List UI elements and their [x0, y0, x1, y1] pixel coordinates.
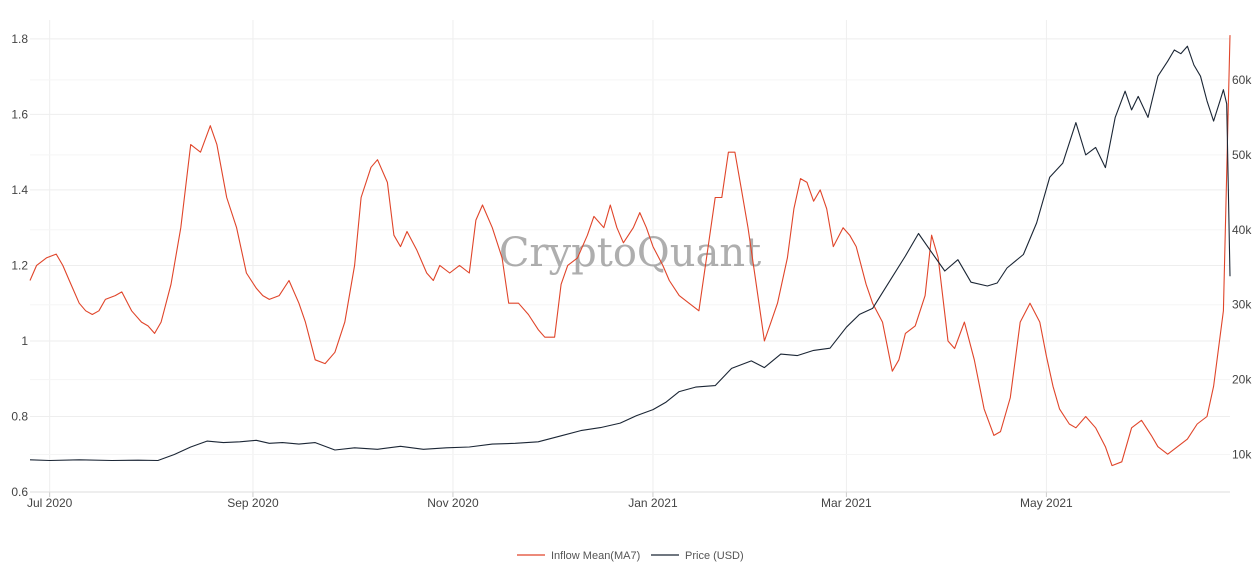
series-line-0 — [29, 35, 1231, 467]
x-tick-label: Jan 2021 — [628, 496, 678, 510]
watermark: CryptoQuant — [499, 230, 761, 276]
legend[interactable]: Inflow Mean(MA7) Price (USD) — [517, 550, 744, 562]
grid — [30, 20, 1230, 493]
series-layer — [29, 35, 1231, 467]
y-left-tick-label: 1.2 — [11, 258, 28, 272]
y-left-tick-label: 1.6 — [11, 107, 28, 121]
y-left-tick-label: 1.8 — [11, 32, 28, 46]
y-right-tick-label: 50k — [1232, 148, 1252, 162]
x-tick-label: May 2021 — [1020, 496, 1073, 510]
y-right-tick-label: 30k — [1232, 298, 1252, 312]
y-right-tick-label: 40k — [1232, 223, 1252, 237]
x-tick-label: Jul 2020 — [27, 496, 73, 510]
y-right-tick-label: 10k — [1232, 448, 1252, 462]
x-tick-label: Nov 2020 — [427, 496, 479, 510]
x-tick-label: Sep 2020 — [227, 496, 279, 510]
y-right-tick-label: 60k — [1232, 73, 1252, 87]
y-left-axis: 0.6 0.8 1 1.2 1.4 1.6 1.8 — [11, 32, 28, 499]
y-left-tick-label: 0.6 — [11, 485, 28, 499]
series-line-1 — [29, 45, 1231, 462]
y-left-tick-label: 1.4 — [11, 183, 28, 197]
x-tick-label: Mar 2021 — [821, 496, 872, 510]
legend-item-1[interactable]: Price (USD) — [651, 550, 744, 562]
y-right-tick-label: 20k — [1232, 373, 1252, 387]
y-left-tick-label: 1 — [21, 334, 28, 348]
y-left-tick-label: 0.8 — [11, 409, 28, 423]
legend-item-0[interactable]: Inflow Mean(MA7) — [517, 550, 640, 562]
y-right-axis: 10k 20k 30k 40k 50k 60k — [1232, 73, 1252, 462]
x-axis: Jul 2020 Sep 2020 Nov 2020 Jan 2021 Mar 2021… — [27, 491, 1230, 510]
legend-label: Price (USD) — [685, 550, 744, 562]
legend-label: Inflow Mean(MA7) — [551, 550, 640, 562]
